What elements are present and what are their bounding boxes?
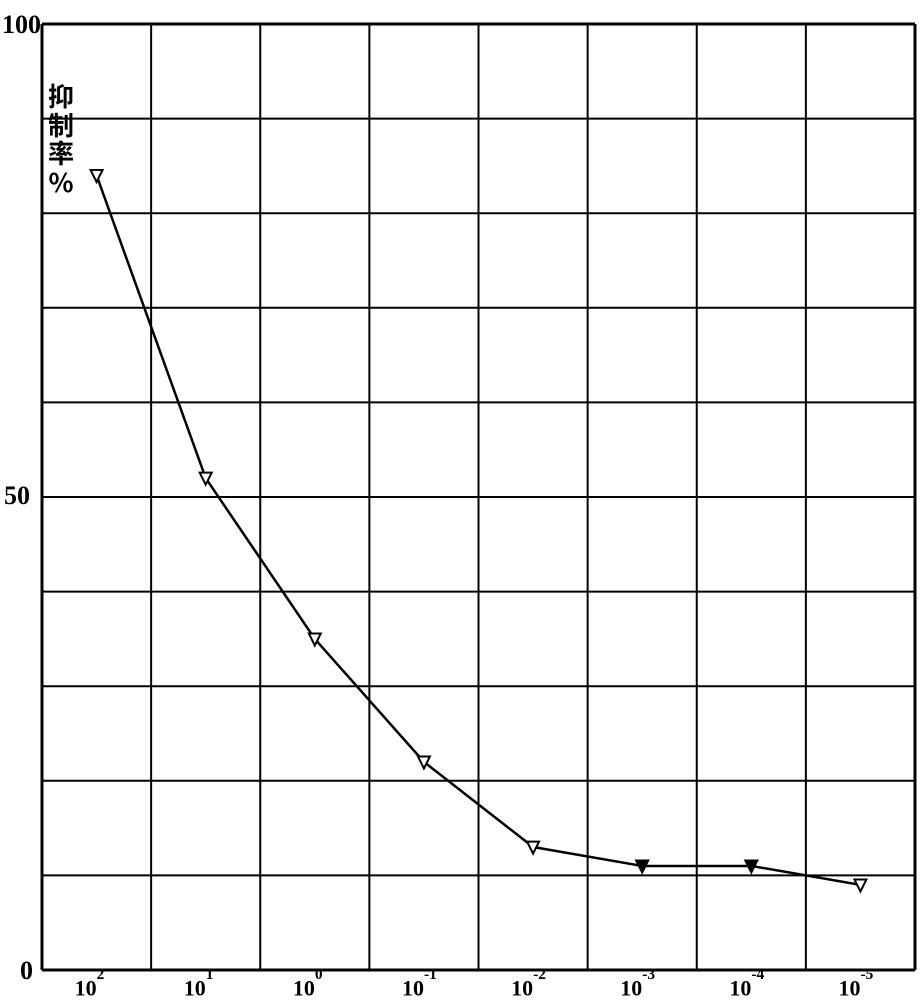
chart-svg: [0, 0, 920, 1003]
chart-container: 抑制率% 100 50 0 102 101 100 10-1 10-2 10-3 10-4 10-5: [0, 0, 920, 1003]
y-axis-label-char: %: [48, 168, 74, 197]
x-tick-label: 10-1: [402, 974, 437, 1001]
y-axis-label: 抑制率%: [48, 82, 74, 196]
x-tick-label: 102: [75, 974, 105, 1001]
x-tick-label: 101: [184, 974, 214, 1001]
x-tick-label: 100: [293, 974, 323, 1001]
x-tick-label: 10-2: [511, 974, 546, 1001]
x-tick-label: 10-5: [838, 974, 873, 1001]
y-tick-label: 50: [4, 481, 30, 511]
x-tick-label: 10-4: [729, 974, 764, 1001]
y-tick-label: 100: [2, 10, 41, 40]
y-tick-label: 0: [20, 956, 33, 986]
x-tick-label: 10-3: [620, 974, 655, 1001]
